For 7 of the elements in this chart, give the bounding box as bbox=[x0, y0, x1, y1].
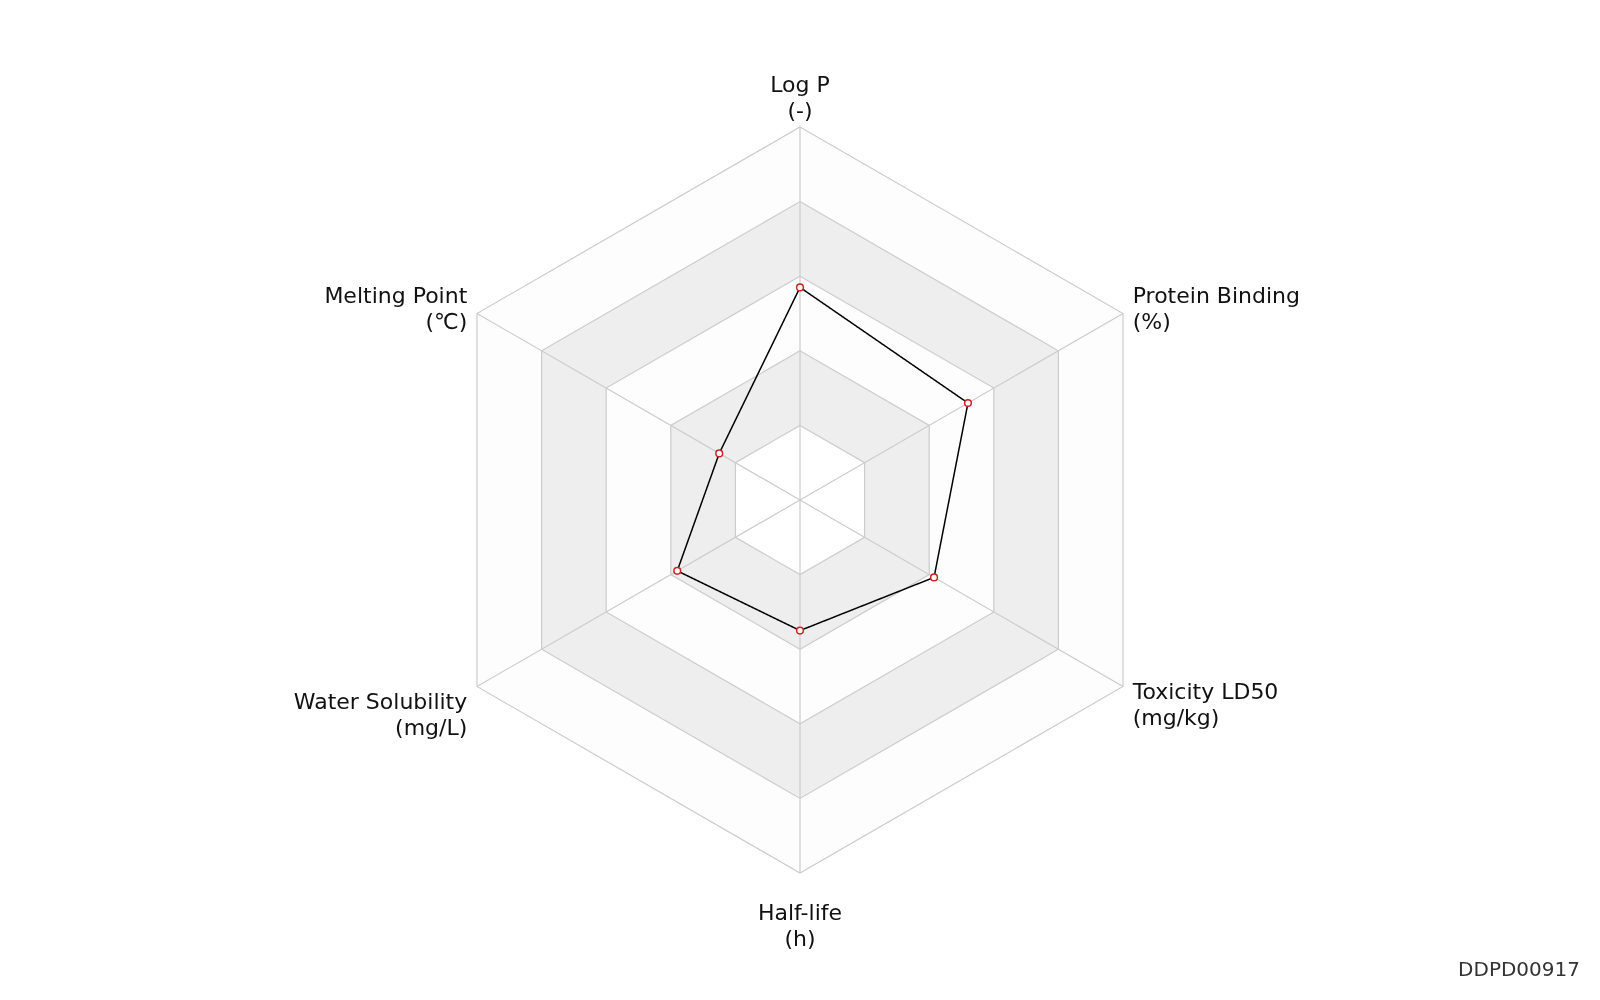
spoke-label: Toxicity LD50 (mg/kg) bbox=[1131, 679, 1279, 731]
text: DDPD00917 bbox=[1458, 957, 1580, 981]
spoke-label: Melting Point (℃) bbox=[324, 282, 468, 334]
spoke-label: Water Solubility (mg/L) bbox=[293, 689, 468, 741]
spoke-label: Log P (-) bbox=[770, 72, 830, 124]
spoke-label: Protein Binding (%) bbox=[1132, 282, 1300, 334]
spoke-label: Half-life (h) bbox=[757, 899, 843, 951]
